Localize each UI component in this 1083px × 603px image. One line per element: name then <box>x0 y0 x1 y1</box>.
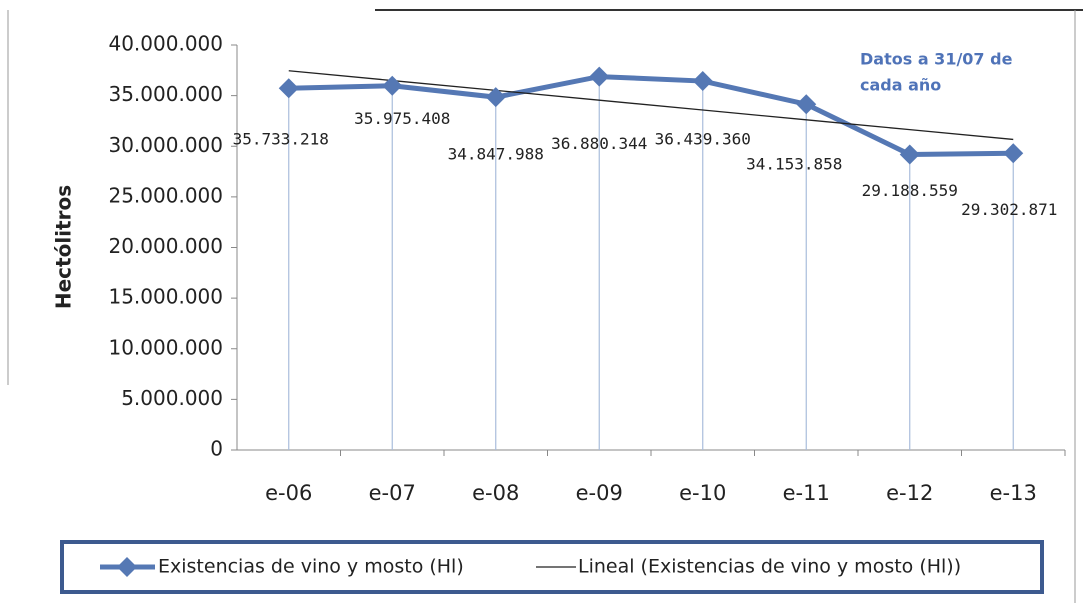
y-tick-label: 25.000.000 <box>108 183 223 207</box>
series-line <box>288 70 1014 141</box>
annotation: cada año <box>860 76 941 95</box>
value-label: 29.302.871 <box>961 200 1057 219</box>
value-label: 34.847.988 <box>448 145 544 164</box>
y-tick-label: 30.000.000 <box>108 133 223 157</box>
marker <box>796 94 817 115</box>
value-label: 34.153.858 <box>746 155 842 174</box>
legend-marker <box>117 557 137 577</box>
x-tick-label: e-13 <box>990 481 1037 505</box>
y-tick-label: 35.000.000 <box>108 82 223 106</box>
marker <box>692 71 713 92</box>
legend-box <box>60 540 1044 594</box>
value-label: 35.975.408 <box>354 109 450 128</box>
y-tick-label: 5.000.000 <box>121 386 223 410</box>
x-tick-label: e-06 <box>265 481 312 505</box>
y-tick-label: 20.000.000 <box>108 234 223 258</box>
annotation: Datos a 31/07 de <box>860 50 1013 69</box>
y-axis-label: Hectólitros <box>52 185 76 309</box>
x-tick-label: e-09 <box>576 481 623 505</box>
y-tick-label: 15.000.000 <box>108 285 223 309</box>
series-line <box>288 74 1014 157</box>
x-tick-label: e-12 <box>886 481 933 505</box>
marker <box>382 75 403 96</box>
x-tick-label: e-07 <box>369 481 416 505</box>
value-label: 35.733.218 <box>233 130 329 149</box>
y-tick-label: 40.000.000 <box>108 32 223 56</box>
value-label: 36.880.344 <box>551 134 647 153</box>
y-tick-label: 0 <box>210 437 223 461</box>
x-tick-label: e-10 <box>679 481 726 505</box>
legend-label: Existencias de vino y mosto (Hl) <box>158 556 464 578</box>
value-label: 29.188.559 <box>862 181 958 200</box>
marker <box>485 87 506 108</box>
marker <box>278 78 299 99</box>
marker <box>589 66 610 87</box>
value-label: 36.439.360 <box>655 130 751 149</box>
marker <box>1003 143 1024 164</box>
x-tick-label: e-08 <box>472 481 519 505</box>
y-tick-label: 10.000.000 <box>108 335 223 359</box>
marker <box>899 144 920 165</box>
x-tick-label: e-11 <box>783 481 830 505</box>
legend-label: Lineal (Existencias de vino y mosto (Hl)… <box>578 556 961 578</box>
